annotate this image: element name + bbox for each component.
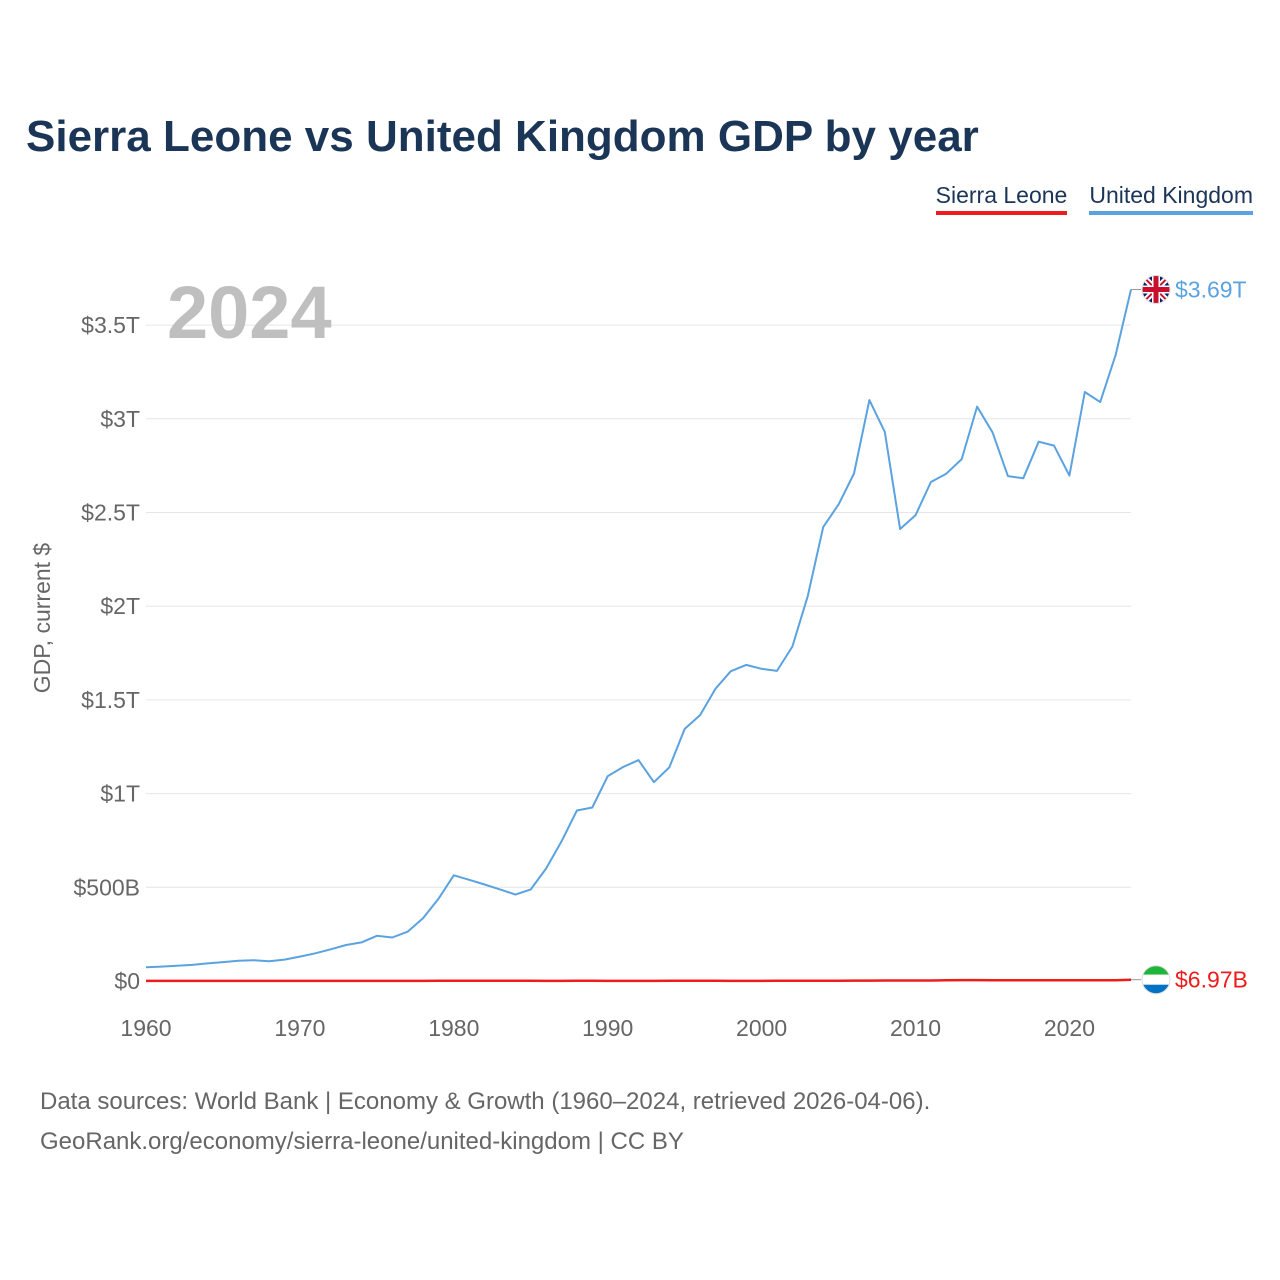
end-markers: $3.69T $6.97B (1131, 274, 1248, 995)
y-tick-label: $1T (100, 781, 140, 807)
uk-flag-icon (1141, 274, 1171, 304)
source-line-2[interactable]: GeoRank.org/economy/sierra-leone/united-… (40, 1128, 684, 1155)
legend-item-united-kingdom[interactable]: United Kingdom (1089, 182, 1253, 215)
x-tick-label: 1970 (274, 1015, 325, 1041)
y-axis-label: GDP, current $ (29, 543, 55, 694)
x-tick-label: 2000 (736, 1015, 787, 1041)
y-tick-label: $1.5T (81, 687, 140, 713)
series-line-sierra-leone (146, 978, 1132, 983)
sierra-leone-flag-icon (1141, 965, 1171, 995)
y-tick-label: $2.5T (81, 500, 140, 526)
chart-title: Sierra Leone vs United Kingdom GDP by ye… (26, 112, 979, 161)
source-line-1: Data sources: World Bank | Economy & Gro… (40, 1088, 931, 1115)
end-value-label-united-kingdom: $3.69T (1175, 276, 1247, 302)
y-tick-label: $2T (100, 593, 140, 619)
x-axis-ticks: 1960 1970 1980 1990 2000 2010 2020 (120, 1015, 1095, 1041)
x-tick-label: 2020 (1044, 1015, 1095, 1041)
y-tick-label: $500B (73, 874, 140, 900)
source-note: Data sources: World Bank | Economy & Gro… (40, 1082, 930, 1162)
legend: Sierra Leone United Kingdom (935, 182, 1253, 215)
y-tick-label: $3T (100, 406, 140, 432)
y-axis-ticks: $0 $500B $1T $1.5T $2T $2.5T $3T $3.5T (73, 312, 140, 994)
y-tick-label: $3.5T (81, 312, 140, 338)
x-tick-label: 2010 (890, 1015, 941, 1041)
year-watermark: 2024 (167, 271, 332, 354)
x-tick-label: 1990 (582, 1015, 633, 1041)
series-line-united-kingdom (145, 289, 1132, 969)
y-tick-label: $0 (114, 968, 140, 994)
series-lines (145, 289, 1132, 983)
x-tick-label: 1980 (428, 1015, 479, 1041)
legend-item-sierra-leone[interactable]: Sierra Leone (935, 182, 1068, 215)
gridlines (146, 324, 1131, 888)
end-value-label-sierra-leone: $6.97B (1175, 967, 1248, 993)
x-tick-label: 1960 (120, 1015, 171, 1041)
